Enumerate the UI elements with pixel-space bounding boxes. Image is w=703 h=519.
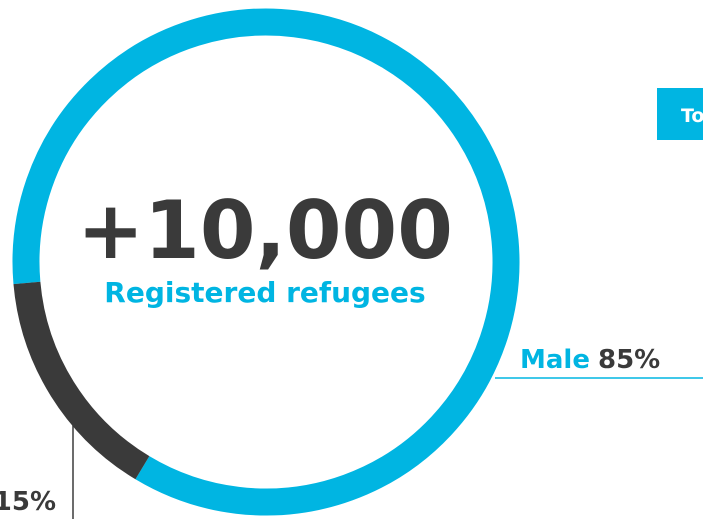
value-label: 15% <box>0 487 56 517</box>
button-label[interactable]: To <box>681 105 703 127</box>
chart-title: +10,000 <box>77 184 453 277</box>
button[interactable] <box>657 88 703 140</box>
legend-label: Male <box>520 345 590 375</box>
donut-segment <box>13 281 150 480</box>
donut-segment <box>12 8 520 516</box>
chart-subtitle: Registered refugees <box>104 276 425 309</box>
value-label: 85% <box>598 345 660 375</box>
